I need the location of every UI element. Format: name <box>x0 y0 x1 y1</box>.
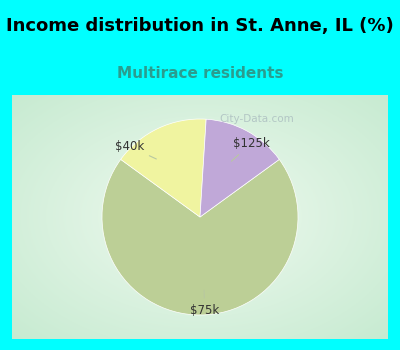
Text: $125k: $125k <box>232 137 269 161</box>
Text: $75k: $75k <box>190 290 220 317</box>
Text: City-Data.com: City-Data.com <box>219 114 294 124</box>
Text: Income distribution in St. Anne, IL (%): Income distribution in St. Anne, IL (%) <box>6 18 394 35</box>
Wedge shape <box>102 159 298 315</box>
Wedge shape <box>121 119 206 217</box>
Text: $40k: $40k <box>115 140 156 159</box>
Wedge shape <box>200 119 279 217</box>
Text: Multirace residents: Multirace residents <box>117 66 283 81</box>
